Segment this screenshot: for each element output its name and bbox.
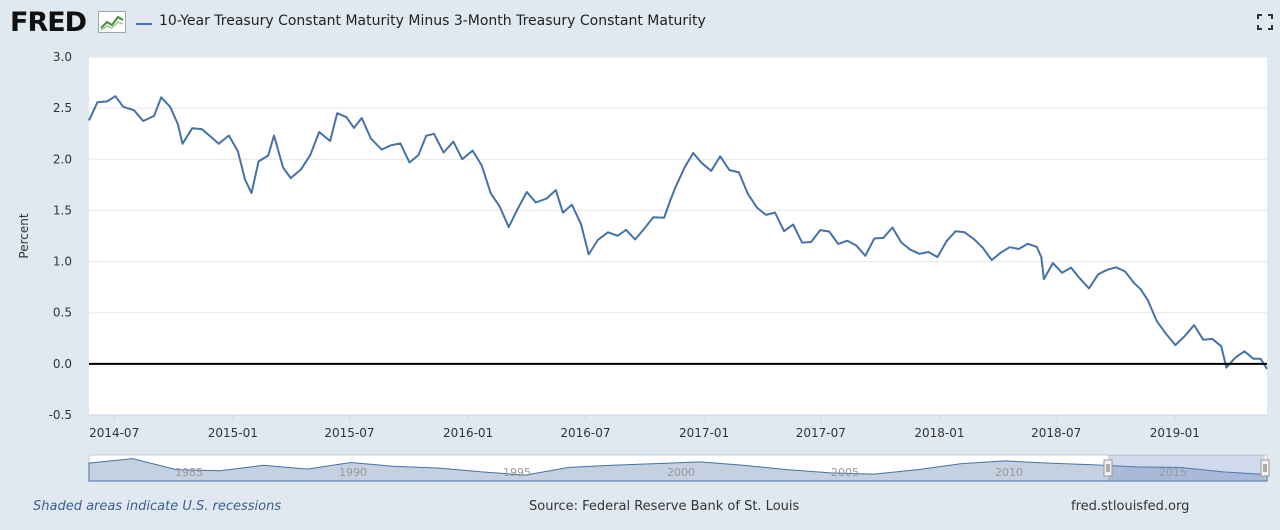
navigator-handle-left[interactable]: [1103, 459, 1113, 477]
x-tick-label: 2015-01: [208, 426, 258, 440]
series-line-0: [88, 95, 1268, 370]
chart-svg: 3.0 2.5 2.0 1.5 1.0 0.5 0.0 -0.5 2014-07 2015-01…: [49, 50, 1270, 482]
x-tick-label: 2018-07: [1031, 426, 1081, 440]
x-tick-label: 2014-07: [89, 426, 139, 440]
y-tick-label: 3.0: [53, 50, 72, 64]
x-tick-label: 2017-01: [679, 426, 729, 440]
y-tick-label: 0.5: [53, 306, 72, 320]
navigator-tick-label: 2010: [995, 466, 1023, 479]
navigator-tick-label: 2015: [1159, 466, 1187, 479]
y-tick-label: 2.5: [53, 101, 72, 115]
y-tick-label: -0.5: [49, 408, 72, 422]
navigator-tick-label: 1990: [339, 466, 367, 479]
chart-header: FRED 10-Year Treasury Constant Maturity …: [0, 0, 1280, 48]
x-tick-label: 2019-01: [1150, 426, 1200, 440]
x-tick-label: 2016-01: [443, 426, 493, 440]
y-tick-label: 1.0: [53, 255, 72, 269]
navigator-handle-right[interactable]: [1260, 459, 1270, 477]
navigator-tick-label: 1995: [503, 466, 531, 479]
site-url[interactable]: fred.stlouisfed.org: [1071, 499, 1190, 514]
plot-area: [89, 57, 1267, 415]
navigator-selection: [1108, 455, 1265, 481]
x-tick-label: 2017-07: [796, 426, 846, 440]
navigator-tick-label: 2005: [831, 466, 859, 479]
series-legend-line: [136, 23, 152, 25]
x-tick-label: 2015-07: [324, 426, 374, 440]
navigator-tick-label: 1985: [175, 466, 203, 479]
recession-note-link[interactable]: Shaded areas indicate U.S. recessions: [33, 499, 282, 514]
fred-logo[interactable]: FRED: [10, 7, 87, 38]
series-title[interactable]: 10-Year Treasury Constant Maturity Minus…: [159, 13, 706, 29]
y-tick-label: 0.0: [53, 357, 72, 371]
y-tick-label: 2.0: [53, 152, 72, 166]
line-chart-icon: [98, 11, 126, 33]
x-tick-label: 2016-07: [560, 426, 610, 440]
navigator-series: [88, 458, 1268, 482]
x-tick-label: 2018-01: [914, 426, 964, 440]
fullscreen-icon[interactable]: [1257, 14, 1273, 30]
source-text: Source: Federal Reserve Bank of St. Loui…: [529, 499, 800, 514]
y-tick-label: 1.5: [53, 203, 72, 217]
navigator-tick-label: 2000: [667, 466, 695, 479]
